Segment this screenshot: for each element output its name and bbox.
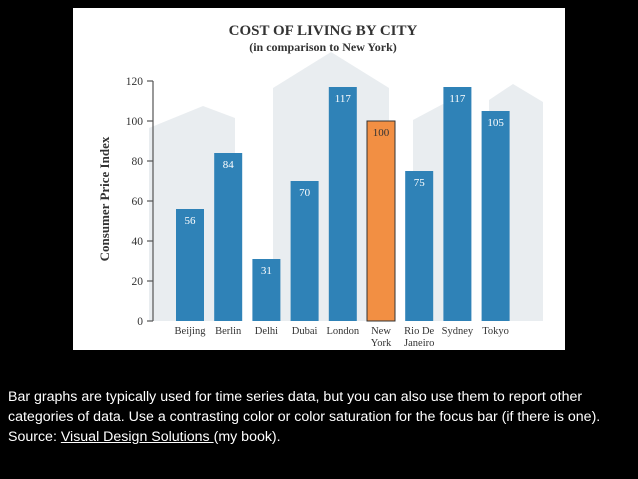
x-tick-label: London bbox=[326, 326, 359, 337]
y-axis: 0 20 40 60 80 100 120 bbox=[126, 76, 154, 328]
caption-text: Bar graphs are typically used for time s… bbox=[8, 387, 633, 447]
chart-panel: COST OF LIVING BY CITY (in comparison to… bbox=[73, 8, 565, 350]
x-tick-label: Delhi bbox=[255, 326, 278, 337]
caption-body: Bar graphs are typically used for time s… bbox=[8, 389, 601, 445]
y-tick-label: 60 bbox=[132, 196, 144, 208]
bar bbox=[481, 111, 510, 321]
caption-suffix: (my book). bbox=[213, 429, 281, 445]
x-tick-label: Beijing bbox=[175, 326, 207, 337]
source-link[interactable]: Visual Design Solutions bbox=[60, 429, 214, 445]
bar bbox=[405, 171, 434, 321]
bar-value-label: 56 bbox=[185, 215, 197, 227]
bar-value-label: 100 bbox=[373, 127, 390, 139]
bars: 56 84 31 70 117 100 75 117 105 bbox=[176, 87, 510, 322]
bar bbox=[176, 209, 204, 321]
bar bbox=[290, 181, 319, 321]
y-tick-label: 20 bbox=[132, 276, 144, 288]
bar bbox=[328, 87, 357, 321]
y-tick-label: 80 bbox=[132, 156, 144, 168]
x-tick-label: Berlin bbox=[215, 326, 242, 337]
bar bbox=[366, 120, 396, 322]
bar bbox=[214, 153, 243, 321]
caption-area: Bar graphs are typically used for time s… bbox=[0, 350, 638, 479]
y-tick-label: 120 bbox=[126, 76, 144, 88]
y-tick-label: 40 bbox=[132, 236, 144, 248]
bar-value-label: 117 bbox=[449, 93, 466, 105]
x-tick-label: Rio De bbox=[404, 326, 434, 337]
bar bbox=[443, 87, 472, 321]
bar-value-label: 105 bbox=[487, 117, 504, 129]
x-tick-label: Dubai bbox=[292, 326, 318, 337]
bar-value-label: 70 bbox=[299, 187, 311, 199]
bar-value-label: 84 bbox=[223, 159, 235, 171]
bar-value-label: 31 bbox=[261, 265, 272, 277]
x-tick-label-line2: Janeiro bbox=[404, 338, 434, 349]
y-axis-label: Consumer Price Index bbox=[97, 136, 112, 261]
bar bbox=[252, 259, 281, 321]
bar-value-label: 75 bbox=[414, 177, 426, 189]
chart-title: COST OF LIVING BY CITY bbox=[229, 23, 418, 39]
chart-subtitle: (in comparison to New York) bbox=[249, 40, 397, 54]
x-tick-label-line2: York bbox=[371, 338, 392, 349]
x-tick-label: Sydney bbox=[442, 326, 474, 337]
y-tick-label: 0 bbox=[137, 316, 143, 328]
x-tick-label: Tokyo bbox=[482, 326, 509, 337]
bar-chart: COST OF LIVING BY CITY (in comparison to… bbox=[97, 23, 543, 349]
y-tick-label: 100 bbox=[126, 116, 144, 128]
x-tick-label: New bbox=[371, 326, 391, 337]
bar-value-label: 117 bbox=[335, 93, 352, 105]
